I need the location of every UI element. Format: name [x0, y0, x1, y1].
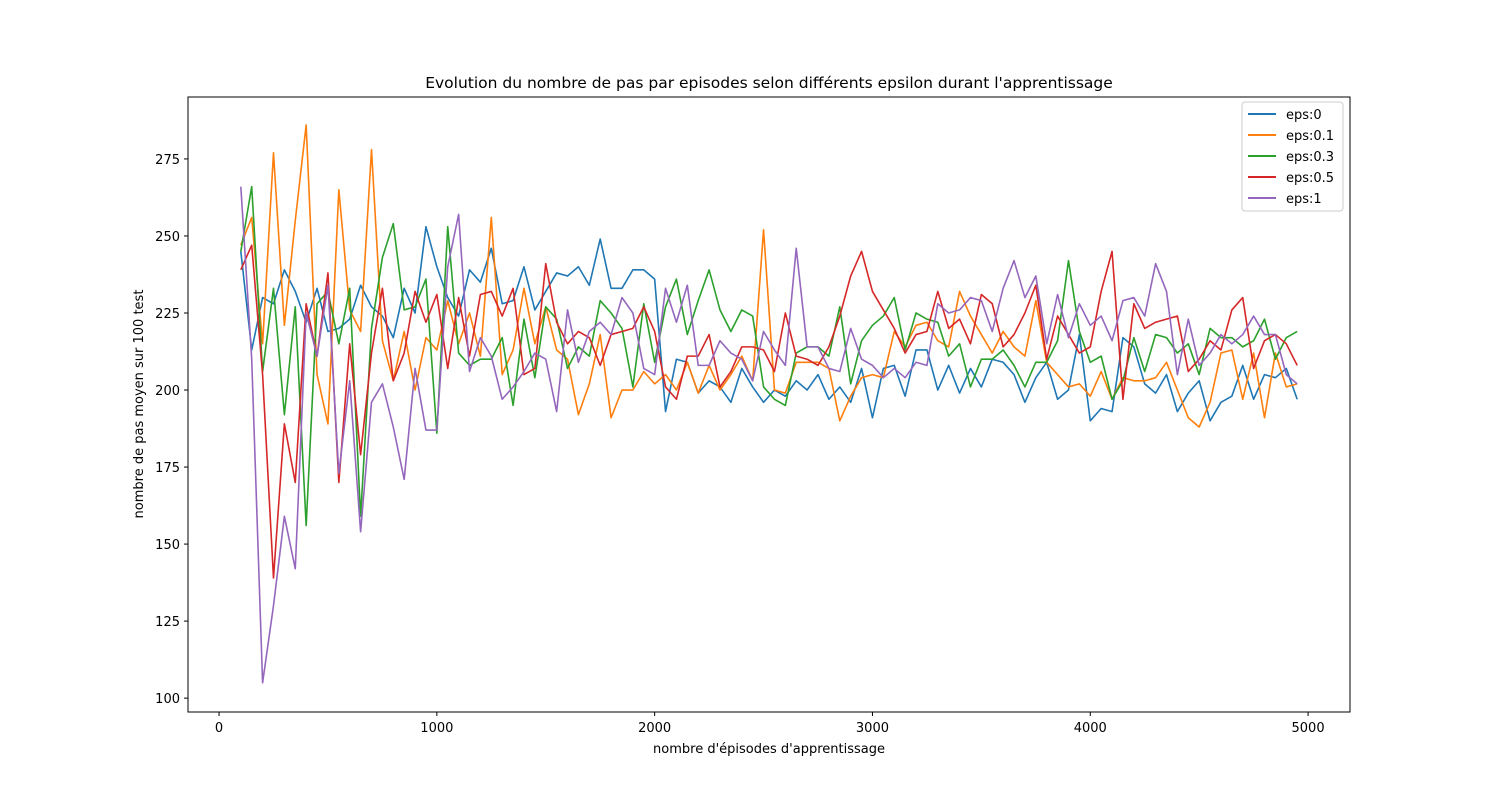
legend-box	[1241, 101, 1344, 212]
x-tick-label: 2000	[638, 721, 671, 736]
y-tick-label: 100	[155, 692, 180, 707]
y-tick-label: 225	[155, 307, 180, 322]
legend-label: eps:1	[1286, 192, 1322, 207]
x-tick-label: 0	[215, 721, 223, 736]
legend-label: eps:0	[1286, 108, 1322, 123]
x-axis-label: nombre d'épisodes d'apprentissage	[653, 742, 885, 757]
legend-label: eps:0.5	[1286, 171, 1334, 186]
y-tick-label: 125	[155, 615, 180, 630]
plot-frame	[187, 96, 1351, 713]
y-tick-label: 175	[155, 461, 180, 476]
y-tick-label: 200	[155, 384, 180, 399]
chart-title: Evolution du nombre de pas par episodes …	[425, 74, 1113, 92]
y-tick-label: 275	[155, 153, 180, 168]
y-tick-label: 250	[155, 230, 180, 245]
legend-label: eps:0.1	[1286, 129, 1334, 144]
y-axis-label: nombre de pas moyen sur 100 test	[132, 290, 147, 519]
series-line	[240, 244, 1298, 579]
x-tick-label: 3000	[856, 721, 889, 736]
x-tick-label: 4000	[1074, 721, 1107, 736]
legend-label: eps:0.3	[1286, 150, 1334, 165]
x-tick-label: 1000	[420, 721, 453, 736]
x-tick-label: 5000	[1292, 721, 1325, 736]
series-line	[240, 186, 1298, 684]
y-tick-label: 150	[155, 538, 180, 553]
